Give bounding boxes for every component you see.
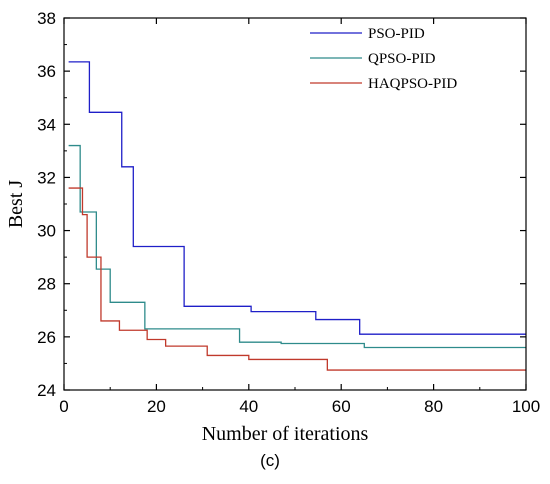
- legend-label: HAQPSO-PID: [368, 76, 457, 92]
- legend: PSO-PID QPSO-PID HAQPSO-PID: [310, 26, 457, 92]
- x-tick-label: 20: [147, 397, 166, 416]
- x-tick-label: 80: [424, 397, 443, 416]
- axis-ticks: 0 20 40 60 80 100 24 26 28 30 32 34 36 38: [37, 9, 540, 416]
- y-tick-label: 36: [37, 62, 56, 81]
- x-tick-label: 0: [59, 397, 68, 416]
- legend-label: QPSO-PID: [368, 51, 436, 67]
- panel-label: (c): [260, 451, 280, 470]
- y-tick-label: 38: [37, 9, 56, 28]
- x-tick-label: 60: [332, 397, 351, 416]
- y-tick-label: 24: [37, 381, 56, 400]
- series-line-qpso-pid: [68, 144, 526, 349]
- y-tick-label: 26: [37, 328, 56, 347]
- series-line-haqpso-pid: [68, 187, 526, 371]
- x-tick-label: 40: [239, 397, 258, 416]
- series-group: [68, 61, 526, 371]
- x-axis-label: Number of iterations: [202, 423, 369, 445]
- legend-label: PSO-PID: [368, 26, 425, 42]
- x-tick-label: 100: [512, 397, 540, 416]
- y-tick-label: 30: [37, 222, 56, 241]
- y-axis-label: Best J: [5, 180, 27, 229]
- series-line-pso-pid: [68, 61, 526, 335]
- y-tick-label: 34: [37, 115, 56, 134]
- y-tick-label: 28: [37, 275, 56, 294]
- y-tick-label: 32: [37, 168, 56, 187]
